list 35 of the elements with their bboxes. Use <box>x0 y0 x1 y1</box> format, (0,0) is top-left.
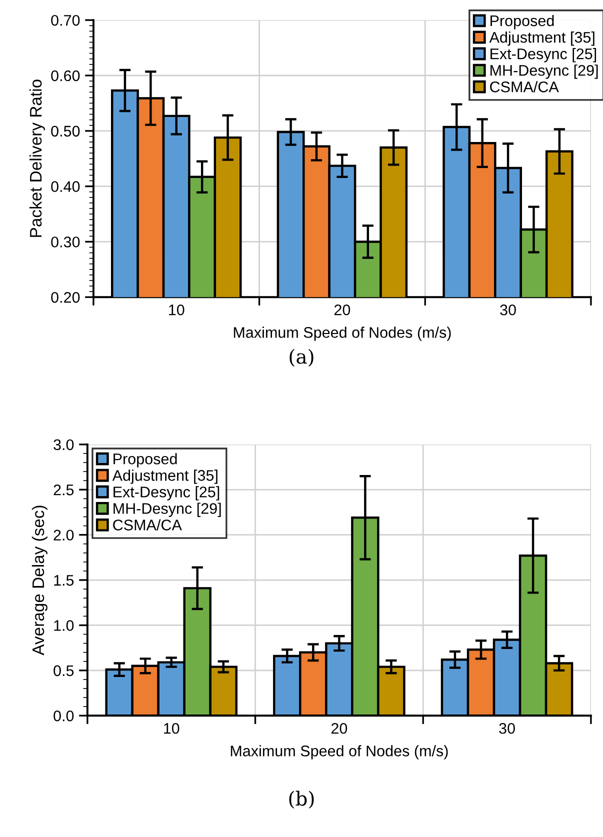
y-tick-label: 2.0 <box>54 530 74 541</box>
y-tick-label: 3.0 <box>54 439 74 450</box>
legend-label: MH-Desync [29] <box>490 64 598 79</box>
y-tick-label: 0.60 <box>51 70 80 82</box>
y-tick-label: 1.5 <box>54 575 74 586</box>
legend-label: Ext-Desync [25] <box>490 48 596 62</box>
legend-label: Adjustment [35] <box>489 32 594 46</box>
y-tick-label: 2.5 <box>54 484 74 496</box>
text: (b) <box>289 790 314 809</box>
x-tick-label: 10 <box>169 304 184 316</box>
x-axis-title: Maximum Speed of Nodes (m/s) <box>230 745 448 760</box>
y-tick-label: 0.5 <box>54 665 74 676</box>
legend-label: Adjustment [35] <box>112 470 218 484</box>
text: (a) <box>290 348 314 367</box>
legend-label: CSMA/CA <box>490 81 559 92</box>
x-tick-label: 10 <box>164 722 180 734</box>
y-axis-title: Packet Delivery Ratio <box>29 80 45 237</box>
y-tick-label: 0.20 <box>51 292 80 303</box>
y-tick-label: 0.0 <box>54 710 74 722</box>
x-tick-label: 20 <box>334 304 350 316</box>
y-tick-label: 1.0 <box>54 620 74 631</box>
legend-label: Ext-Desync [25] <box>114 486 220 500</box>
legend-label: Proposed <box>114 453 177 468</box>
y-tick-label: 0.30 <box>51 236 80 248</box>
y-tick-label: 0.50 <box>51 126 80 137</box>
y-axis-title: Average Delay (sec) <box>32 506 48 656</box>
x-tick-label: 30 <box>500 304 516 316</box>
legend-label: Proposed <box>490 14 554 30</box>
x-axis-title: Maximum Speed of Nodes (m/s) <box>234 326 451 341</box>
legend-label: CSMA/CA <box>113 519 182 530</box>
x-tick-label: 20 <box>331 722 348 734</box>
x-tick-label: 30 <box>499 722 515 734</box>
legend-label: MH-Desync [29] <box>114 502 221 517</box>
y-tick-label: 0.70 <box>51 14 80 26</box>
y-tick-label: 0.40 <box>51 181 80 192</box>
